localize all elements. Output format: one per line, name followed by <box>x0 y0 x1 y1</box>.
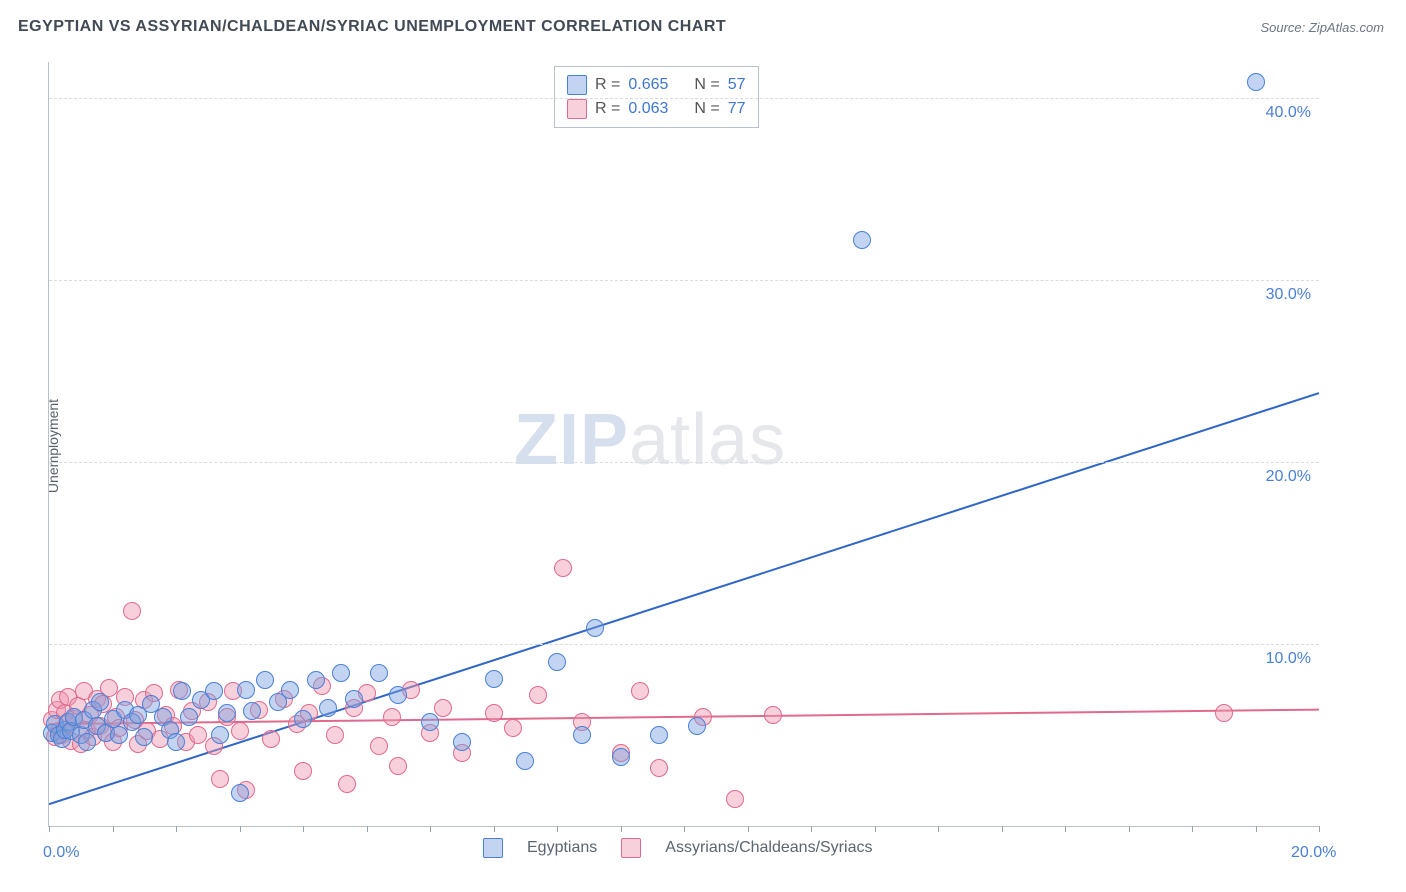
data-point <box>421 713 439 731</box>
x-tick-label: 0.0% <box>43 844 79 862</box>
x-tick-label: 20.0% <box>1291 844 1336 862</box>
data-point <box>319 699 337 717</box>
data-point <box>338 775 356 793</box>
data-point <box>726 790 744 808</box>
legend-row-pink: R = 0.063 N = 77 <box>567 97 746 121</box>
n-label: N = <box>694 97 719 121</box>
data-point <box>453 733 471 751</box>
data-point <box>167 733 185 751</box>
data-point <box>211 770 229 788</box>
legend-label-blue: Egyptians <box>527 839 597 857</box>
swatch-pink <box>621 838 641 858</box>
r-label: R = <box>595 97 620 121</box>
data-point <box>529 686 547 704</box>
data-point <box>231 722 249 740</box>
data-point <box>573 726 591 744</box>
r-value-blue: 0.665 <box>628 73 668 97</box>
legend-label-pink: Assyrians/Chaldeans/Syriacs <box>665 839 872 857</box>
data-point <box>504 719 522 737</box>
legend-row-blue: R = 0.665 N = 57 <box>567 73 746 97</box>
data-point <box>307 671 325 689</box>
data-point <box>1247 73 1265 91</box>
swatch-blue <box>567 75 587 95</box>
y-tick-label: 10.0% <box>1266 650 1311 668</box>
data-point <box>189 726 207 744</box>
data-point <box>205 682 223 700</box>
data-point <box>554 559 572 577</box>
data-point <box>631 682 649 700</box>
data-point <box>256 671 274 689</box>
r-label: R = <box>595 73 620 97</box>
data-point <box>231 784 249 802</box>
chart-title: EGYPTIAN VS ASSYRIAN/CHALDEAN/SYRIAC UNE… <box>18 18 726 36</box>
data-point <box>612 748 630 766</box>
data-point <box>78 733 96 751</box>
data-point <box>180 708 198 726</box>
data-point <box>281 681 299 699</box>
data-point <box>370 737 388 755</box>
data-point <box>516 752 534 770</box>
data-point <box>485 704 503 722</box>
data-point <box>1215 704 1233 722</box>
data-point <box>370 664 388 682</box>
data-point <box>548 653 566 671</box>
data-point <box>332 664 350 682</box>
data-point <box>688 717 706 735</box>
y-tick-label: 30.0% <box>1266 286 1311 304</box>
data-point <box>586 619 604 637</box>
n-value-blue: 57 <box>728 73 746 97</box>
swatch-pink <box>567 99 587 119</box>
data-point <box>243 702 261 720</box>
data-point <box>764 706 782 724</box>
data-point <box>650 759 668 777</box>
y-tick-label: 20.0% <box>1266 468 1311 486</box>
watermark: ZIPatlas <box>514 399 786 481</box>
data-point <box>218 704 236 722</box>
data-point <box>383 708 401 726</box>
data-point <box>294 710 312 728</box>
swatch-blue <box>483 838 503 858</box>
r-value-pink: 0.063 <box>628 97 668 121</box>
data-point <box>853 231 871 249</box>
data-point <box>485 670 503 688</box>
source-label: Source: ZipAtlas.com <box>1260 20 1384 35</box>
n-label: N = <box>694 73 719 97</box>
data-point <box>345 690 363 708</box>
data-point <box>326 726 344 744</box>
data-point <box>650 726 668 744</box>
data-point <box>294 762 312 780</box>
data-point <box>123 602 141 620</box>
data-point <box>135 728 153 746</box>
legend-stats-box: R = 0.665 N = 57 R = 0.063 N = 77 <box>554 66 759 128</box>
n-value-pink: 77 <box>728 97 746 121</box>
data-point <box>262 730 280 748</box>
data-point <box>389 757 407 775</box>
trend-lines <box>49 62 1319 826</box>
data-point <box>211 726 229 744</box>
data-point <box>91 693 109 711</box>
legend-series: Egyptians Assyrians/Chaldeans/Syriacs <box>483 838 872 858</box>
y-tick-label: 40.0% <box>1266 104 1311 122</box>
data-point <box>389 686 407 704</box>
data-point <box>237 681 255 699</box>
data-point <box>173 682 191 700</box>
plot-area: ZIPatlas R = 0.665 N = 57 R = 0.063 N = … <box>48 62 1319 827</box>
data-point <box>434 699 452 717</box>
